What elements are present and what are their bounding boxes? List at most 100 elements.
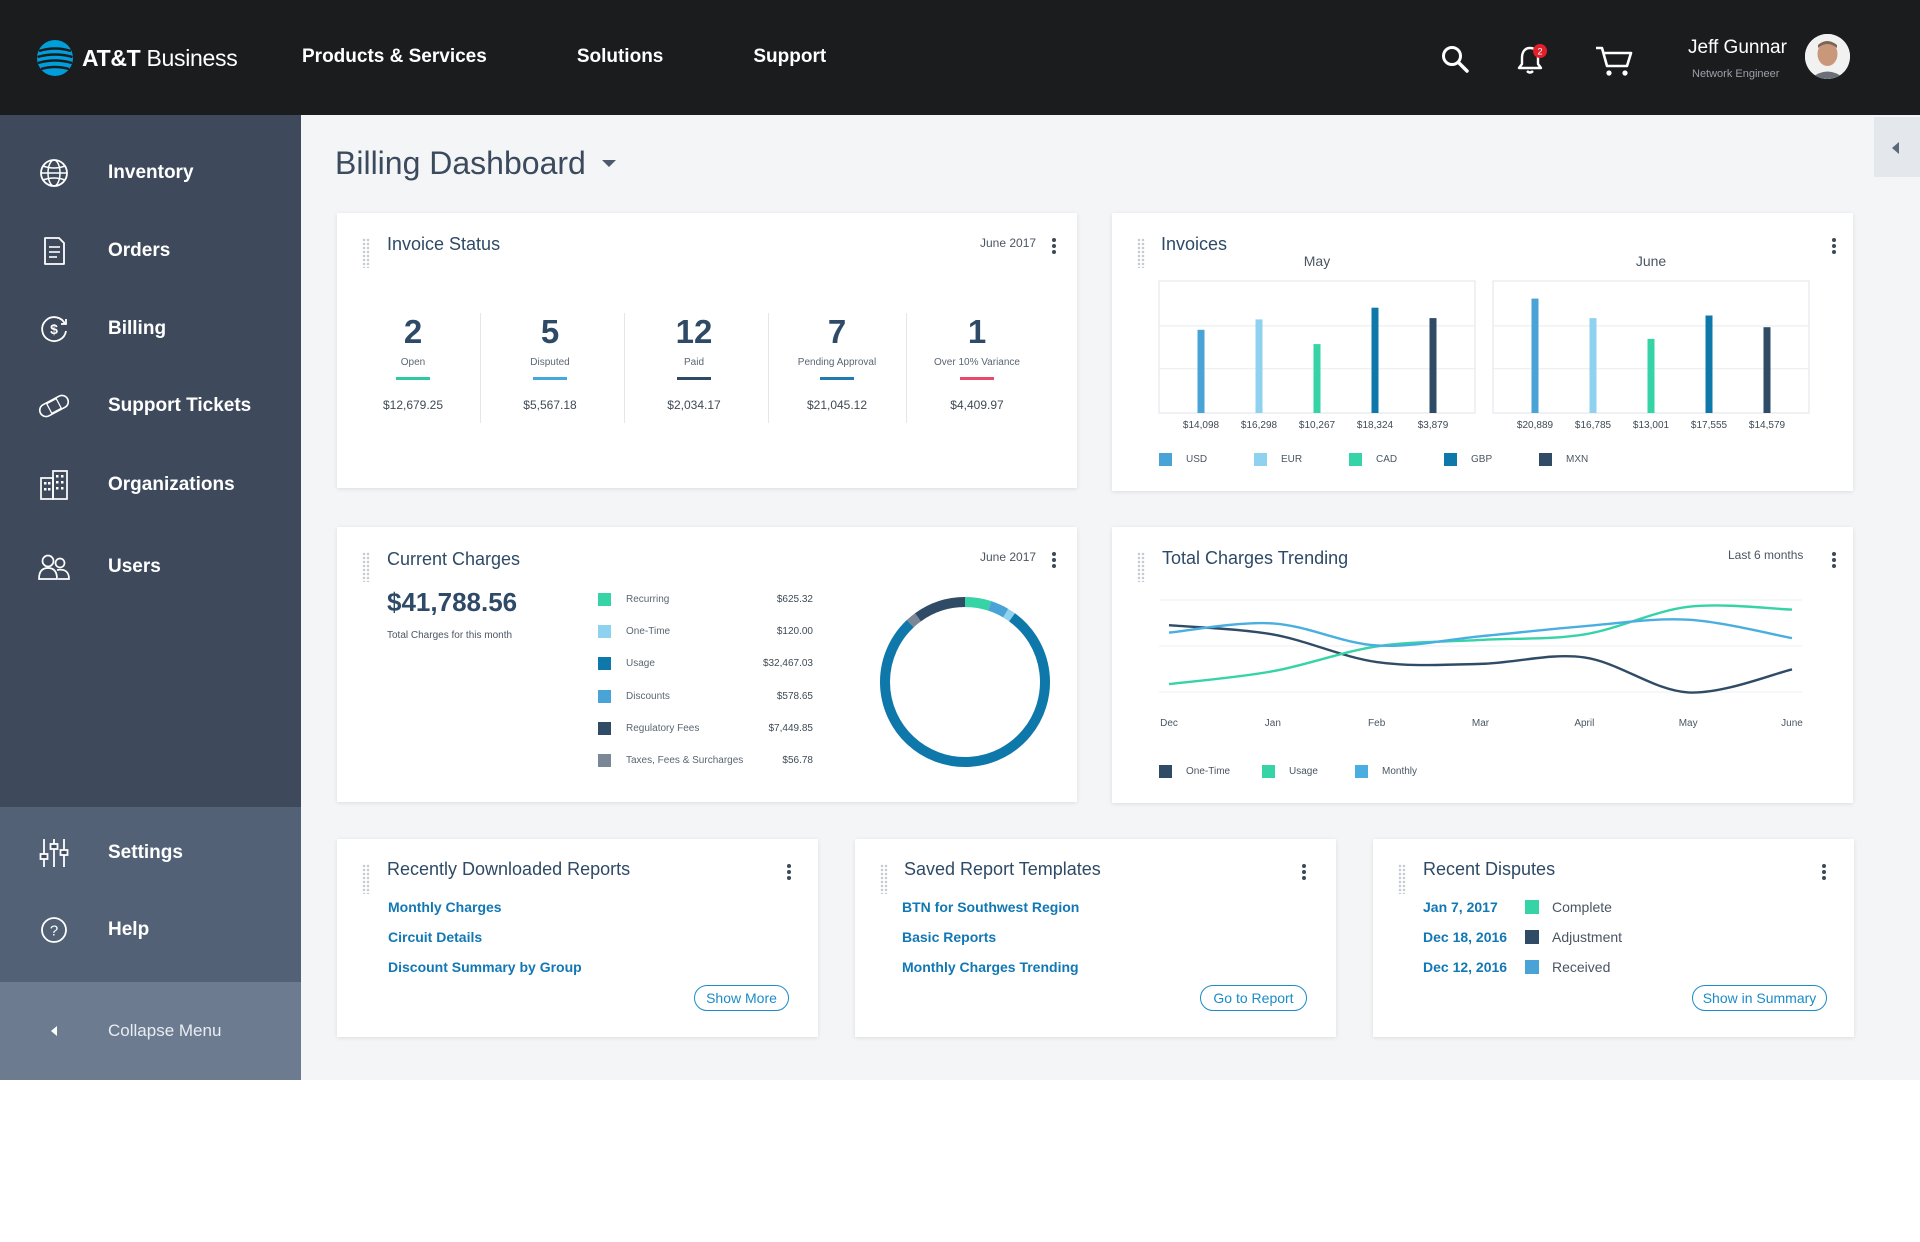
sidebar-item-help[interactable]: ? Help xyxy=(0,900,301,960)
bar-value-label: $10,267 xyxy=(1299,420,1336,431)
att-business-logo[interactable]: AT&T Business xyxy=(36,38,238,78)
nav-products-services[interactable]: Products & Services xyxy=(302,46,487,67)
drag-handle-icon[interactable] xyxy=(362,552,370,582)
more-options-icon[interactable] xyxy=(1692,235,1702,257)
stat-underline xyxy=(677,377,711,380)
drag-handle-icon[interactable] xyxy=(880,864,888,894)
donut-slice xyxy=(988,601,1009,618)
divider xyxy=(624,313,625,423)
template-link[interactable]: BTN for Southwest Region xyxy=(902,899,1080,915)
donut-slice xyxy=(906,613,921,628)
invoice-bar xyxy=(1589,318,1597,413)
legend-label: CAD xyxy=(1376,454,1398,465)
stat-paid[interactable]: 12 Paid $2,034.17 xyxy=(634,313,754,412)
more-options-icon[interactable] xyxy=(1299,861,1309,883)
show-more-button[interactable]: Show More xyxy=(694,985,789,1011)
legend-label: USD xyxy=(1186,454,1208,465)
invoice-bar xyxy=(1531,298,1539,413)
user-name[interactable]: Jeff Gunnar xyxy=(1688,37,1787,58)
stat-pending-approval[interactable]: 7 Pending Approval $21,045.12 xyxy=(777,313,897,412)
stat-over-variance[interactable]: 1 Over 10% Variance $4,409.97 xyxy=(917,313,1037,412)
invoice-bar xyxy=(1197,329,1205,413)
group-label: May xyxy=(1304,253,1330,269)
more-options-icon[interactable] xyxy=(1829,549,1839,571)
help-icon: ? xyxy=(36,912,72,948)
drag-handle-icon[interactable] xyxy=(362,238,370,268)
bar-value-label: $17,555 xyxy=(1691,420,1728,431)
charge-row: Taxes, Fees & Surcharges $56.78 xyxy=(598,752,813,768)
legend-swatch xyxy=(1254,453,1267,466)
stat-count: 2 xyxy=(403,313,423,350)
more-options-icon[interactable] xyxy=(784,861,794,883)
charge-name: Usage xyxy=(626,657,655,669)
stat-count: 1 xyxy=(967,313,987,350)
dispute-date[interactable]: Jan 7, 2017 xyxy=(1423,899,1498,915)
user-avatar[interactable] xyxy=(1805,34,1850,79)
sidebar-item-inventory[interactable]: Inventory xyxy=(0,143,301,203)
sidebar-item-support-tickets[interactable]: Support Tickets xyxy=(0,376,301,436)
stat-open[interactable]: 2 Open $12,679.25 xyxy=(353,313,473,412)
users-icon xyxy=(36,549,72,585)
more-options-icon[interactable] xyxy=(1049,549,1059,571)
collapse-menu-button[interactable]: Collapse Menu xyxy=(0,982,301,1080)
divider xyxy=(768,313,769,423)
sidebar-item-orders[interactable]: Orders xyxy=(0,221,301,281)
nav-support[interactable]: Support xyxy=(753,46,827,67)
dispute-date[interactable]: Dec 18, 2016 xyxy=(1423,929,1508,945)
nav-solutions[interactable]: Solutions xyxy=(576,46,664,67)
show-in-summary-button[interactable]: Show in Summary xyxy=(1692,985,1827,1011)
building-icon xyxy=(36,467,72,503)
invoice-bar xyxy=(1429,318,1437,413)
sidebar-item-label: Organizations xyxy=(108,474,235,495)
more-options-icon[interactable] xyxy=(1819,861,1829,883)
legend-label: EUR xyxy=(1281,454,1303,465)
collapse-menu-row: Collapse Menu xyxy=(0,1001,301,1061)
template-link[interactable]: Basic Reports xyxy=(902,929,997,945)
right-panel-toggle[interactable] xyxy=(1874,117,1920,177)
stat-disputed[interactable]: 5 Disputed $5,567.18 xyxy=(490,313,610,412)
charge-value: $56.78 xyxy=(782,754,813,766)
legend-swatch xyxy=(1159,453,1172,466)
report-link[interactable]: Circuit Details xyxy=(388,929,483,945)
sidebar-item-users[interactable]: Users xyxy=(0,537,301,597)
user-role: Network Engineer xyxy=(1692,68,1780,80)
search-icon[interactable] xyxy=(1440,44,1470,79)
notification-bell-icon[interactable]: 2 xyxy=(1515,42,1549,81)
page-title[interactable]: Billing Dashboard xyxy=(335,145,616,182)
stat-underline xyxy=(820,377,854,380)
charge-value: $32,467.03 xyxy=(762,657,813,669)
charge-value: $7,449.85 xyxy=(768,722,814,734)
report-link[interactable]: Monthly Charges xyxy=(388,899,502,915)
svg-text:$: $ xyxy=(50,321,58,337)
go-to-report-button[interactable]: Go to Report xyxy=(1200,985,1307,1011)
bar-value-label: $14,098 xyxy=(1183,420,1220,431)
legend-swatch xyxy=(598,592,611,606)
drag-handle-icon[interactable] xyxy=(1137,238,1145,268)
brand-name: AT&T xyxy=(82,44,141,71)
dispute-status: Received xyxy=(1552,959,1611,975)
current-charges-donut-chart xyxy=(880,597,1050,767)
drag-handle-icon[interactable] xyxy=(1398,864,1406,894)
dispute-date[interactable]: Dec 12, 2016 xyxy=(1423,959,1508,975)
sidebar-item-label: Support Tickets xyxy=(108,395,252,416)
sidebar-item-billing[interactable]: $ Billing xyxy=(0,299,301,359)
svg-text:?: ? xyxy=(50,923,58,940)
bar-value-label: $13,001 xyxy=(1633,420,1670,431)
status-swatch xyxy=(1525,900,1539,914)
more-options-icon[interactable] xyxy=(1049,235,1059,257)
sidebar-item-organizations[interactable]: Organizations xyxy=(0,455,301,515)
legend-swatch xyxy=(1444,453,1457,466)
sidebar-item-settings[interactable]: Settings xyxy=(0,823,301,883)
drag-handle-icon[interactable] xyxy=(362,864,370,894)
stat-label: Paid xyxy=(683,357,704,368)
report-link[interactable]: Discount Summary by Group xyxy=(388,959,582,975)
x-axis-tick-label: Dec xyxy=(1160,718,1178,729)
cart-icon[interactable] xyxy=(1594,44,1634,83)
sidebar-secondary: Settings ? Help xyxy=(0,807,301,982)
more-options-icon[interactable] xyxy=(1829,235,1839,257)
template-link[interactable]: Monthly Charges Trending xyxy=(902,959,1079,975)
stat-amount: $21,045.12 xyxy=(806,398,868,412)
drag-handle-icon[interactable] xyxy=(1137,552,1145,582)
donut-slice xyxy=(915,597,966,622)
stat-amount: $5,567.18 xyxy=(523,398,577,412)
